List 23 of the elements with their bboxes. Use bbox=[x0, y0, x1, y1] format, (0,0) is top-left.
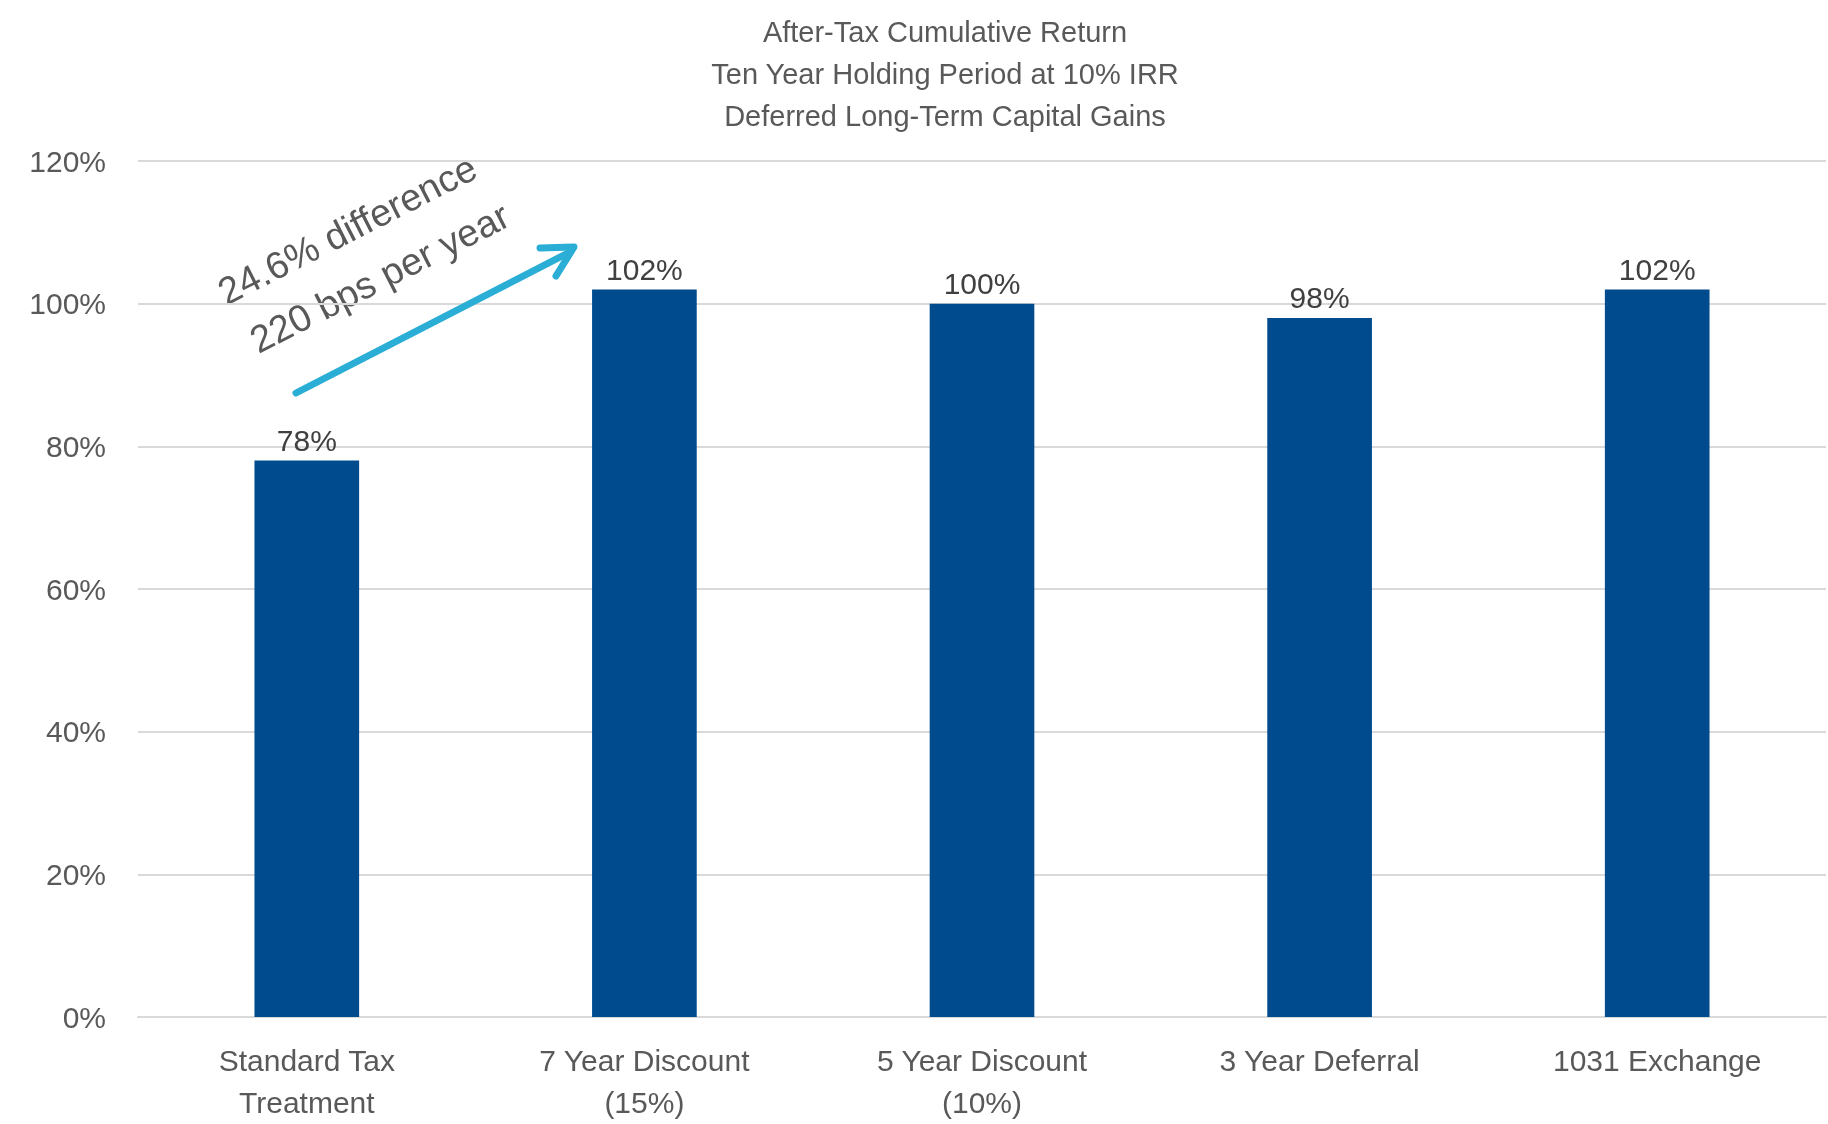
data-label: 78% bbox=[276, 424, 337, 458]
y-tick-label: 40% bbox=[45, 715, 106, 749]
y-tick-label: 120% bbox=[29, 144, 106, 178]
bar bbox=[254, 460, 360, 1017]
data-label: 100% bbox=[943, 267, 1021, 301]
x-tick-label: 5 Year Discount (10%) bbox=[876, 1043, 1088, 1119]
chart-title: After-Tax Cumulative Return Ten Year Holding Period at 10% IRR Deferred Long-Term Capital Gains bbox=[711, 16, 1179, 132]
bar bbox=[592, 289, 697, 1017]
y-tick-label: 100% bbox=[29, 287, 106, 321]
bar bbox=[929, 303, 1035, 1017]
bar bbox=[1267, 317, 1372, 1017]
y-tick-label: 60% bbox=[45, 572, 106, 606]
x-tick-label: Standard Tax Treatment bbox=[218, 1043, 395, 1119]
x-tick-label: 7 Year Discount (15%) bbox=[539, 1043, 751, 1119]
data-label: 98% bbox=[1289, 281, 1350, 315]
bar bbox=[1604, 289, 1710, 1017]
data-label: 102% bbox=[606, 252, 683, 286]
x-tick-label: 1031 Exchange bbox=[1552, 1043, 1762, 1077]
y-tick-label: 80% bbox=[45, 429, 106, 463]
y-tick-label: 0% bbox=[62, 1000, 106, 1034]
y-tick-label: 20% bbox=[45, 857, 106, 891]
x-tick-label: 3 Year Deferral bbox=[1219, 1043, 1420, 1077]
data-label: 102% bbox=[1618, 252, 1696, 286]
